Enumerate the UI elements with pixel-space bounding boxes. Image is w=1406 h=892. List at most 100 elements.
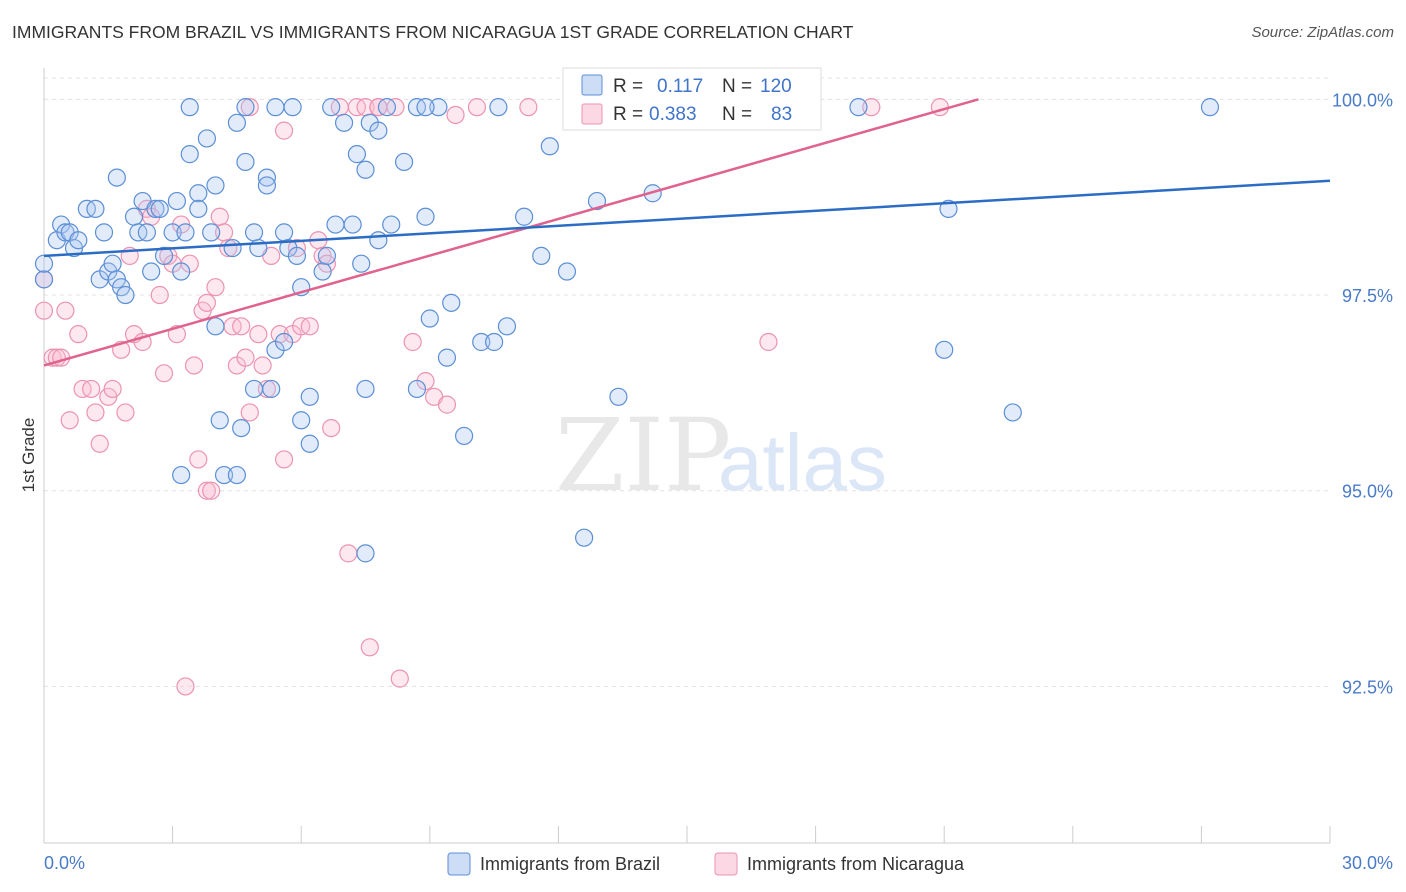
watermark-zip: ZIP [555,397,731,514]
point-brazil-112 [236,98,255,117]
point-brazil-104 [352,254,371,273]
point-brazil-62 [369,121,388,140]
point-nicaragua-65 [390,669,409,688]
point-brazil-52 [274,332,294,352]
point-brazil-82 [575,528,594,547]
point-nicaragua-71 [467,98,487,117]
point-nicaragua-82 [240,98,259,117]
y-tick-label-3: 92.5% [1342,677,1393,697]
point-brazil-79 [532,246,551,265]
stats-nicaragua-r-value: 0.383 [649,104,697,125]
point-nicaragua-34 [202,481,221,500]
point-nicaragua-53 [300,317,319,336]
point-brazil-111 [283,98,302,117]
point-nicaragua-5 [56,301,75,320]
point-brazil-32 [189,199,208,219]
point-brazil-68 [394,152,414,172]
point-nicaragua-69 [437,395,457,414]
point-brazil-100 [232,419,251,438]
point-brazil-33 [197,129,216,148]
point-brazil-39 [227,113,246,132]
legend: Immigrants from Brazil Immigrants from N… [447,852,965,876]
point-nicaragua-29 [184,356,204,375]
point-brazil-28 [172,262,191,281]
point-brazil-93 [849,98,868,117]
point-brazil-80 [540,137,559,156]
stats-nicaragua-n-value: 83 [771,104,792,125]
point-brazil-99 [214,465,234,485]
x-tick-min: 0.0% [44,853,85,873]
point-brazil-16 [116,285,135,305]
point-nicaragua-43 [240,403,259,422]
point-brazil-49 [287,246,307,265]
point-nicaragua-35 [206,278,225,297]
point-nicaragua-6 [60,411,79,430]
point-nicaragua-57 [322,419,341,438]
point-nicaragua-78 [862,98,881,117]
point-brazil-23 [146,199,165,219]
point-nicaragua-66 [403,332,422,352]
point-brazil-41 [244,223,264,242]
point-nicaragua-49 [274,450,294,469]
point-brazil-64 [356,379,375,399]
point-nicaragua-13 [103,379,122,399]
point-brazil-103 [300,434,319,453]
point-brazil-37 [210,411,229,430]
point-brazil-25 [154,246,174,265]
point-nicaragua-80 [274,121,294,140]
point-nicaragua-21 [150,285,169,305]
point-nicaragua-9 [82,379,101,399]
point-brazil-53 [300,387,319,406]
stats-brazil-r-label: R = [613,76,643,97]
stats-box: R = 0.117 N = 120 R = 0.383 N = 83 [562,67,822,131]
point-brazil-34 [202,223,221,242]
chart-source: Source: ZipAtlas.com [1251,24,1394,41]
y-tick-label-0: 100.0% [1332,90,1393,110]
point-brazil-97 [1200,98,1220,117]
point-brazil-0 [34,270,54,289]
point-brazil-45 [262,379,281,399]
point-nicaragua-32 [197,293,216,312]
point-nicaragua-72 [519,98,538,117]
series-nicaragua-points [34,98,950,696]
point-brazil-36 [206,176,225,195]
point-brazil-102 [227,465,246,485]
point-brazil-58 [334,113,354,132]
point-brazil-63 [369,231,388,250]
point-brazil-30 [180,145,199,164]
point-brazil-44 [257,176,277,195]
axes [43,68,1331,844]
watermark-atlas: atlas [718,418,887,507]
point-brazil-54 [313,262,332,281]
stats-brazil-swatch [581,74,603,96]
point-brazil-105 [407,379,427,399]
point-brazil-40 [236,152,255,172]
point-brazil-27 [167,191,186,211]
point-brazil-113 [180,98,199,117]
point-brazil-94 [939,199,958,219]
point-brazil-106 [420,309,439,328]
point-nicaragua-11 [90,434,109,453]
point-brazil-17 [107,168,126,187]
point-nicaragua-36 [210,207,229,226]
trend-line-brazil [43,179,1331,258]
point-brazil-109 [322,98,341,117]
point-brazil-59 [347,145,367,164]
point-brazil-66 [377,98,397,117]
point-brazil-38 [223,238,242,258]
point-nicaragua-44 [249,325,268,344]
legend-nicaragua-swatch [714,852,738,876]
trend-lines [43,98,1331,367]
point-brazil-78 [515,207,534,226]
point-brazil-75 [472,332,491,352]
point-brazil-24 [150,199,169,219]
stats-brazil-r-value: 0.117 [657,76,703,97]
y-tick-label-2: 95.0% [1342,482,1393,502]
point-nicaragua-22 [154,364,174,383]
point-brazil-72 [442,293,461,312]
point-brazil-65 [356,544,375,563]
point-brazil-84 [609,387,628,406]
point-brazil-107 [489,98,508,117]
point-brazil-13 [103,254,122,273]
